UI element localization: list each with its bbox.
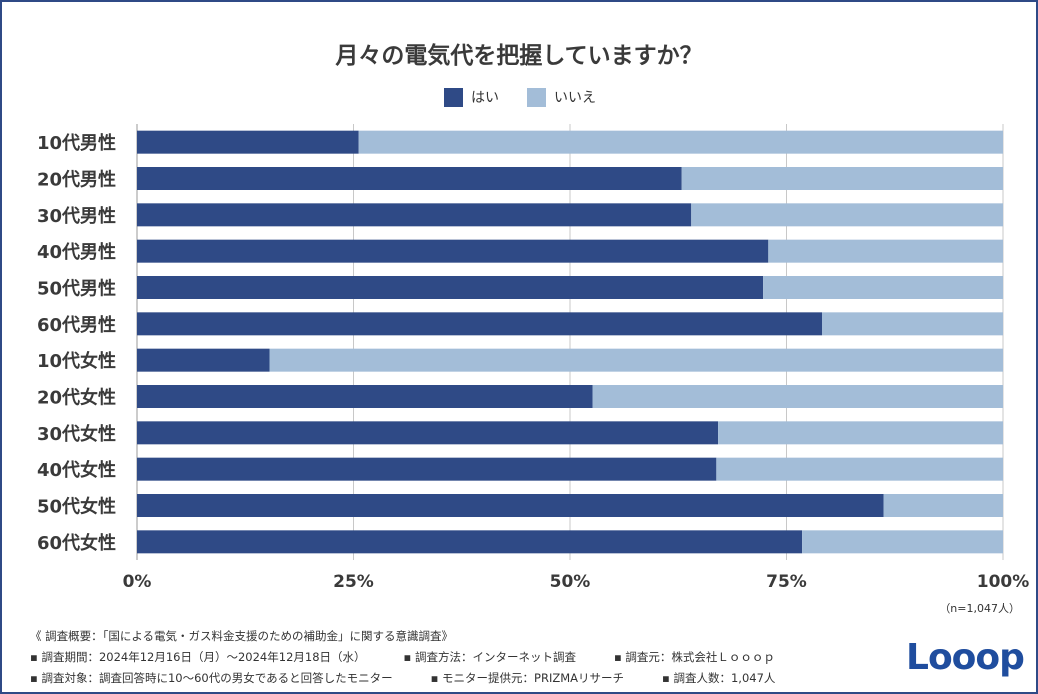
bar-yes [137, 130, 359, 154]
bar-yes [137, 239, 769, 263]
bar-no [802, 530, 1003, 554]
x-tick-label: 100% [977, 572, 1030, 592]
legend-item-yes: はい [444, 87, 499, 107]
survey-method: ▪ 調査方法：インターネット調査 [403, 650, 576, 664]
bar-yes [137, 530, 803, 554]
legend-item-no: いいえ [527, 87, 596, 107]
bar-no [358, 130, 1003, 154]
legend: はい いいえ [444, 86, 596, 108]
category-label: 40代男性 [37, 241, 116, 263]
bar-no [681, 167, 1003, 190]
bar-yes [137, 494, 884, 517]
looop-logo: Looop [906, 637, 1025, 678]
category-label: 50代男性 [37, 278, 116, 300]
survey-target: ▪ 調査対象：調査回答時に10～60代の男女であると回答したモニター [30, 671, 393, 685]
category-label: 60代女性 [37, 532, 116, 554]
bar-no [768, 239, 1003, 263]
sample-size: （n=1,047人） [939, 602, 1020, 615]
x-tick-label: 25% [333, 572, 374, 592]
category-label: 10代男性 [37, 132, 116, 154]
survey-provider: ▪ モニター提供元：PRIZMAリサーチ [430, 671, 625, 685]
category-label: 20代男性 [37, 169, 116, 191]
x-tick-label: 0% [123, 572, 152, 592]
category-label: 30代女性 [37, 423, 116, 445]
legend-swatch-no [527, 87, 546, 107]
bar-yes [137, 167, 682, 190]
bar-no [269, 348, 1003, 372]
x-tick-label: 50% [550, 572, 591, 592]
footer-row-1: ▪ 調査期間：2024年12月16日（月）～2024年12月18日（水） ▪ 調… [30, 647, 775, 668]
category-label: 10代女性 [37, 350, 116, 372]
bar-yes [137, 276, 764, 299]
bar-no [716, 457, 1003, 481]
bar-no [822, 312, 1003, 336]
survey-period: ▪ 調査期間：2024年12月16日（月）～2024年12月18日（水） [30, 650, 366, 664]
bar-yes [137, 385, 593, 408]
category-label: 50代女性 [37, 496, 116, 518]
category-label: 30代男性 [37, 205, 116, 227]
bar-no [718, 421, 1003, 445]
survey-source: ▪ 調査元：株式会社Ｌｏｏｏｐ [613, 650, 775, 664]
bar-yes [137, 203, 692, 227]
bar-yes [137, 421, 719, 445]
legend-label-no: いいえ [554, 90, 596, 106]
category-label: 20代女性 [37, 387, 116, 409]
bar-yes [137, 457, 717, 481]
x-tick-label: 75% [766, 572, 807, 592]
legend-swatch-yes [444, 87, 463, 107]
survey-respondents: ▪ 調査人数：1,047人 [662, 671, 776, 685]
bar-no [883, 494, 1003, 517]
bar-yes [137, 348, 270, 372]
footer-row-2: ▪ 調査対象：調査回答時に10～60代の男女であると回答したモニター ▪ モニタ… [30, 668, 775, 689]
bar-yes [137, 312, 823, 336]
survey-footer: 《 調査概要：「国による電気・ガス料金支援のための補助金」に関する意識調査》 ▪… [30, 626, 775, 689]
chart-title: 月々の電気代を把握していますか？ [335, 43, 703, 69]
bar-no [763, 276, 1003, 299]
category-label: 60代男性 [37, 314, 116, 336]
bar-no [691, 203, 1003, 227]
legend-label-yes: はい [471, 90, 499, 106]
survey-heading: 《 調査概要：「国による電気・ガス料金支援のための補助金」に関する意識調査》 [30, 629, 454, 643]
bar-no [592, 385, 1003, 408]
bar-chart: 0% 25% 50% 75% 100% 10代男性 20代男性 30代男性 40代男性 50代男性… [37, 124, 1030, 592]
category-label: 40代女性 [37, 459, 116, 481]
